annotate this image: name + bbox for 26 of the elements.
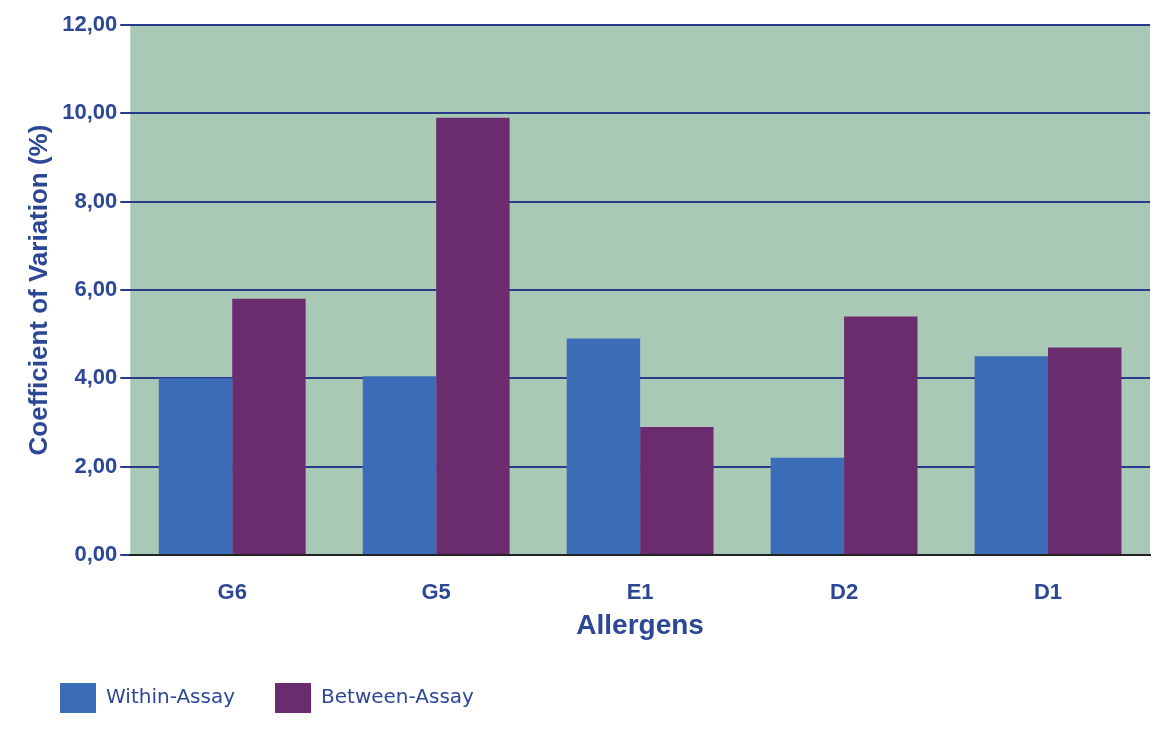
bar [436,117,510,554]
bar [640,426,714,554]
bar [158,378,233,554]
y-tick-label: 10,00 [62,99,118,125]
bar [770,457,845,554]
x-tick-label: G5 [421,579,451,605]
y-tick-label: 12,00 [62,11,118,37]
x-axis-title: Allergens [576,608,704,640]
x-tick-label: D2 [830,579,859,605]
y-tick-label: 6,00 [74,276,118,302]
y-axis-title: Coefficient of Variation (%) [22,124,53,456]
y-tick-label: 2,00 [74,452,118,478]
x-tick-label: G6 [217,579,247,605]
bar [566,338,641,554]
bar [1048,347,1122,554]
bar [362,376,437,554]
legend-label: Within-Assay [106,684,236,709]
legend-label: Between-Assay [321,684,475,709]
x-tick-label: E1 [626,579,654,605]
bar [232,298,306,554]
y-tick-label: 4,00 [74,364,118,390]
y-tick-label: 0,00 [74,541,118,567]
x-tick-label: D1 [1033,579,1063,605]
bar [974,356,1049,554]
y-tick-label: 8,00 [74,187,118,213]
bar [844,316,918,554]
